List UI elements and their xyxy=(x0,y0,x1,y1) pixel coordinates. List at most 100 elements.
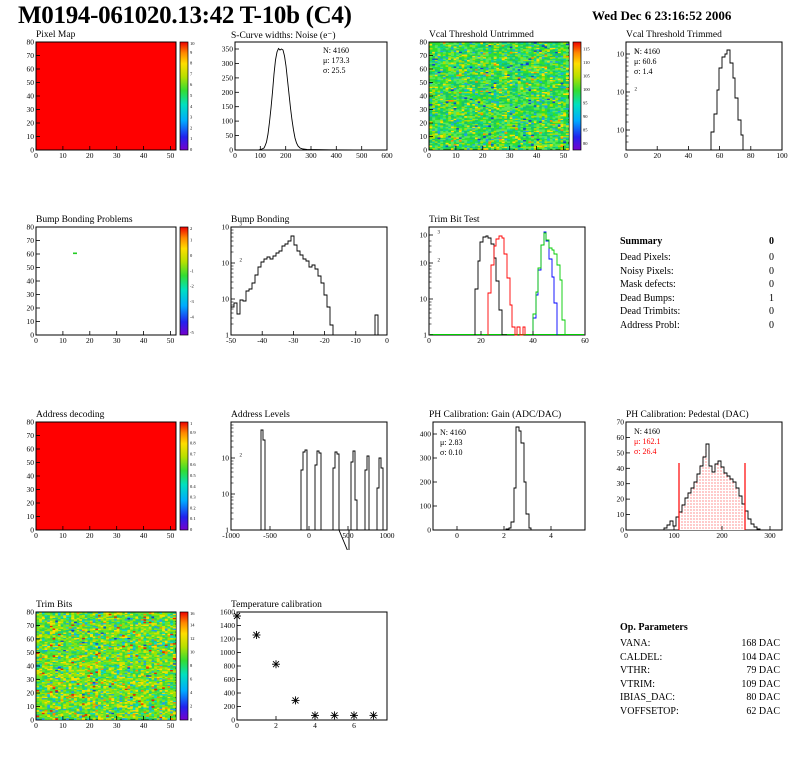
svg-text:3: 3 xyxy=(438,231,441,236)
svg-text:300: 300 xyxy=(305,151,317,160)
svg-text:30: 30 xyxy=(27,105,35,114)
svg-text:50: 50 xyxy=(560,151,568,160)
svg-text:250: 250 xyxy=(222,73,234,82)
svg-text:300: 300 xyxy=(420,454,432,463)
svg-text:0: 0 xyxy=(34,151,38,160)
panel-trim-bits: Trim Bits xyxy=(10,600,200,750)
svg-text:8: 8 xyxy=(190,61,193,66)
svg-text:0: 0 xyxy=(455,531,459,540)
svg-text:-2: -2 xyxy=(190,284,194,289)
svg-text:20: 20 xyxy=(86,336,94,345)
label-noisy-pixels: Noisy Pixels: xyxy=(620,265,674,277)
svg-text:0.2: 0.2 xyxy=(190,505,196,510)
panel-trim-bit-test: Trim Bit Test xyxy=(403,215,598,350)
svg-text:0: 0 xyxy=(190,527,193,532)
svg-text:20: 20 xyxy=(27,304,35,313)
chart-address-levels: -1000 -500 0 500 1000 1 10 10 2 xyxy=(222,421,395,550)
svg-text:0: 0 xyxy=(624,531,628,540)
label-dead-bumps: Dead Bumps: xyxy=(620,292,675,304)
stat-n: N: 4160 xyxy=(440,428,466,437)
stat-mu: μ: 173.3 xyxy=(323,56,350,65)
svg-text:200: 200 xyxy=(222,88,234,97)
svg-text:110: 110 xyxy=(583,60,590,65)
svg-text:-1: -1 xyxy=(190,268,194,273)
svg-text:50: 50 xyxy=(226,131,234,140)
stat-sigma: σ: 0.10 xyxy=(440,448,463,457)
panel-title-address-decoding: Address decoding xyxy=(36,410,105,420)
svg-text:20: 20 xyxy=(420,119,428,128)
summary-row-noisy-pixels: Noisy Pixels: 0 xyxy=(620,266,790,280)
svg-text:20: 20 xyxy=(86,151,94,160)
svg-text:115: 115 xyxy=(583,47,590,52)
svg-text:40: 40 xyxy=(685,151,693,160)
svg-text:0.7: 0.7 xyxy=(190,451,196,456)
svg-text:10: 10 xyxy=(27,512,35,521)
panel-address-levels: Address Levels xyxy=(205,410,395,550)
svg-text:-10: -10 xyxy=(351,336,361,345)
svg-text:50: 50 xyxy=(27,458,35,467)
svg-text:70: 70 xyxy=(27,51,35,60)
svg-text:30: 30 xyxy=(420,105,428,114)
svg-text:50: 50 xyxy=(167,531,175,540)
svg-text:50: 50 xyxy=(27,78,35,87)
value-vana: 168 DAC xyxy=(741,638,780,649)
svg-text:350: 350 xyxy=(222,45,234,54)
label-mask-defects: Mask defects: xyxy=(620,279,676,290)
temperature-markers xyxy=(233,612,378,720)
panel-bump-bonding: Bump Bonding xyxy=(205,215,395,350)
stat-n: N: 4160 xyxy=(634,47,660,56)
svg-text:300: 300 xyxy=(764,531,776,540)
panel-title-vcal-untrimmed: Vcal Threshold Untrimmed xyxy=(429,30,534,40)
svg-text:10: 10 xyxy=(222,454,230,463)
summary-heading-row: Summary 0 xyxy=(620,236,790,252)
label-voffsetop: VOFFSETOP: xyxy=(620,705,679,717)
svg-text:100: 100 xyxy=(420,502,432,511)
svg-text:0: 0 xyxy=(385,336,389,345)
svg-text:0: 0 xyxy=(427,526,431,535)
label-dead-pixels: Dead Pixels: xyxy=(620,252,671,263)
svg-text:40: 40 xyxy=(27,92,35,101)
op-row-vana: VANA: 168 DAC xyxy=(620,638,796,652)
chart-trim-bit-test: 0 20 40 60 1 10 10 2 10 3 xyxy=(420,226,589,345)
stat-n: N: 4160 xyxy=(323,46,349,55)
svg-text:-1000: -1000 xyxy=(222,531,240,540)
svg-text:0: 0 xyxy=(190,147,193,152)
svg-text:20: 20 xyxy=(653,151,661,160)
svg-text:10: 10 xyxy=(617,126,625,135)
svg-text:200: 200 xyxy=(280,151,292,160)
svg-text:60: 60 xyxy=(27,445,35,454)
svg-text:10: 10 xyxy=(190,41,195,46)
svg-text:100: 100 xyxy=(776,151,788,160)
svg-text:20: 20 xyxy=(477,336,485,345)
panel-title-ph-pedestal: PH Calibration: Pedestal (DAC) xyxy=(626,410,749,420)
value-address-probl: 0 xyxy=(769,319,774,331)
summary-heading-value: 0 xyxy=(769,236,774,247)
stats-vcal-trimmed: N: 4160 μ: 60.6 σ: 1.4 xyxy=(634,47,660,77)
svg-text:30: 30 xyxy=(617,479,625,488)
svg-text:80: 80 xyxy=(27,418,35,427)
value-caldel: 104 DAC xyxy=(741,651,780,663)
svg-text:6: 6 xyxy=(190,82,193,87)
stat-sigma: σ: 26.4 xyxy=(634,447,657,456)
svg-text:1: 1 xyxy=(190,421,192,426)
svg-text:60: 60 xyxy=(581,336,589,345)
svg-text:30: 30 xyxy=(27,290,35,299)
panel-bump-problems: Bump Bonding Problems xyxy=(10,215,200,350)
svg-text:4: 4 xyxy=(190,104,193,109)
svg-text:60: 60 xyxy=(27,250,35,259)
op-row-vtrim: VTRIM: 109 DAC xyxy=(620,679,796,693)
panel-title-address-levels: Address Levels xyxy=(231,410,290,420)
value-dead-trimbits: 0 xyxy=(769,306,774,317)
label-vthr: VTHR: xyxy=(620,665,650,676)
svg-text:0.9: 0.9 xyxy=(190,430,196,435)
svg-text:10: 10 xyxy=(420,231,428,240)
svg-text:10: 10 xyxy=(222,490,230,499)
svg-text:40: 40 xyxy=(140,151,148,160)
panel-vcal-trimmed: Vcal Threshold Trimmed xyxy=(600,30,790,160)
svg-text:80: 80 xyxy=(27,223,35,232)
svg-text:0: 0 xyxy=(229,146,233,155)
svg-text:20: 20 xyxy=(479,151,487,160)
svg-text:70: 70 xyxy=(617,418,625,427)
svg-text:-30: -30 xyxy=(288,336,298,345)
svg-text:3: 3 xyxy=(240,223,243,228)
